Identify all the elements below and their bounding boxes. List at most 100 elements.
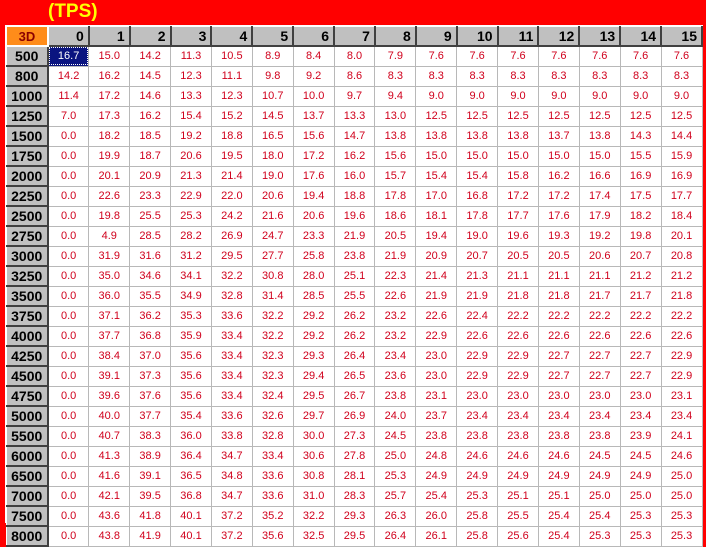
map-cell[interactable]: 17.2 [497,185,539,207]
map-cell[interactable]: 23.8 [578,425,621,447]
map-cell[interactable]: 17.3 [88,105,131,127]
map-cell[interactable]: 15.4 [415,165,458,187]
map-cell[interactable]: 27.8 [333,445,376,467]
map-cell[interactable]: 22.9 [456,365,499,387]
map-cell[interactable]: 25.3 [660,505,703,527]
map-cell[interactable]: 19.5 [210,145,253,167]
map-cell[interactable]: 23.9 [619,425,662,447]
map-cell[interactable]: 31.6 [129,245,172,267]
map-cell[interactable]: 37.2 [210,525,253,547]
map-cell[interactable]: 20.1 [88,165,131,187]
map-cell[interactable]: 20.5 [374,225,417,247]
map-cell[interactable]: 24.6 [660,445,703,467]
map-cell[interactable]: 21.8 [497,285,539,307]
row-header[interactable]: 8000 [5,525,49,547]
map-cell[interactable]: 34.8 [210,465,253,487]
map-cell[interactable]: 25.3 [456,485,499,507]
column-header[interactable]: 3 [170,25,213,47]
map-cell[interactable]: 23.4 [456,405,499,427]
map-cell[interactable]: 40.1 [170,525,212,547]
map-cell[interactable]: 22.6 [456,325,499,347]
map-cell[interactable]: 23.8 [497,425,539,447]
map-cell[interactable]: 19.2 [170,125,212,147]
map-cell[interactable]: 25.3 [660,525,703,547]
map-cell[interactable]: 0.0 [47,485,90,507]
map-cell[interactable]: 35.6 [170,385,212,407]
map-cell[interactable]: 23.0 [619,385,662,407]
map-cell[interactable]: 16.8 [456,185,499,207]
map-cell[interactable]: 22.2 [619,305,662,327]
map-cell[interactable]: 23.0 [456,385,499,407]
map-cell[interactable]: 25.3 [170,205,212,227]
map-cell[interactable]: 21.8 [537,285,580,307]
map-cell[interactable]: 41.8 [129,505,172,527]
map-cell[interactable]: 9.7 [333,85,376,107]
map-cell[interactable]: 22.2 [537,305,580,327]
map-cell[interactable]: 25.5 [497,505,539,527]
map-cell[interactable]: 18.1 [415,205,458,227]
map-cell[interactable]: 26.7 [333,385,376,407]
map-cell[interactable]: 30.6 [292,445,335,467]
map-cell[interactable]: 25.0 [374,445,417,467]
map-cell[interactable]: 23.0 [578,385,621,407]
map-cell[interactable]: 30.8 [292,465,335,487]
row-header[interactable]: 4500 [5,365,49,387]
map-cell[interactable]: 26.9 [210,225,253,247]
map-cell[interactable]: 8.3 [619,65,662,87]
row-header[interactable]: 4000 [5,325,49,347]
map-cell[interactable]: 13.8 [374,125,417,147]
map-cell[interactable]: 34.7 [210,445,253,467]
map-cell[interactable]: 15.2 [210,105,253,127]
map-cell[interactable]: 23.4 [497,405,539,427]
map-cell[interactable]: 22.6 [660,325,703,347]
map-cell[interactable]: 0.0 [47,345,90,367]
map-cell[interactable]: 23.0 [537,385,580,407]
map-cell[interactable]: 29.3 [292,345,335,367]
map-cell[interactable]: 0.0 [47,285,90,307]
map-cell[interactable]: 15.6 [374,145,417,167]
map-cell[interactable]: 33.6 [210,305,253,327]
map-cell[interactable]: 22.3 [374,265,417,287]
map-cell[interactable]: 12.3 [170,65,212,87]
map-cell[interactable]: 23.7 [415,405,458,427]
map-cell[interactable]: 22.6 [415,305,458,327]
row-header[interactable]: 3000 [5,245,49,267]
map-cell[interactable]: 8.3 [578,65,621,87]
map-cell[interactable]: 17.0 [415,185,458,207]
map-cell[interactable]: 29.5 [210,245,253,267]
map-cell[interactable]: 37.1 [88,305,131,327]
map-cell[interactable]: 15.8 [497,165,539,187]
map-cell[interactable]: 25.1 [497,485,539,507]
map-cell[interactable]: 24.6 [497,445,539,467]
map-cell[interactable]: 31.2 [170,245,212,267]
map-cell[interactable]: 40.1 [170,505,212,527]
map-cell[interactable]: 33.4 [210,385,253,407]
map-cell[interactable]: 22.6 [374,285,417,307]
map-cell[interactable]: 35.2 [251,505,294,527]
map-cell[interactable]: 15.0 [537,145,580,167]
map-cell[interactable]: 17.2 [88,85,131,107]
map-cell[interactable]: 35.6 [170,345,212,367]
map-cell[interactable]: 9.8 [251,65,294,87]
map-cell[interactable]: 32.8 [210,285,253,307]
map-cell[interactable]: 21.3 [456,265,499,287]
map-cell[interactable]: 17.4 [578,185,621,207]
map-cell[interactable]: 0.0 [47,365,90,387]
map-cell[interactable]: 29.4 [292,365,335,387]
map-cell[interactable]: 4.9 [88,225,131,247]
map-cell[interactable]: 29.5 [333,525,376,547]
column-header[interactable]: 5 [251,25,295,47]
map-cell[interactable]: 18.7 [129,145,172,167]
map-cell[interactable]: 22.7 [578,365,621,387]
map-cell[interactable]: 33.4 [251,445,294,467]
map-cell[interactable]: 26.1 [415,525,458,547]
map-cell[interactable]: 23.8 [415,425,458,447]
map-cell[interactable]: 37.6 [129,385,172,407]
map-cell[interactable]: 20.5 [537,245,580,267]
map-cell[interactable]: 23.8 [374,385,417,407]
row-header[interactable]: 5500 [5,425,49,447]
map-cell[interactable]: 21.7 [578,285,621,307]
column-header[interactable]: 9 [415,25,458,47]
map-cell[interactable]: 13.8 [497,125,539,147]
map-cell[interactable]: 29.7 [292,405,335,427]
